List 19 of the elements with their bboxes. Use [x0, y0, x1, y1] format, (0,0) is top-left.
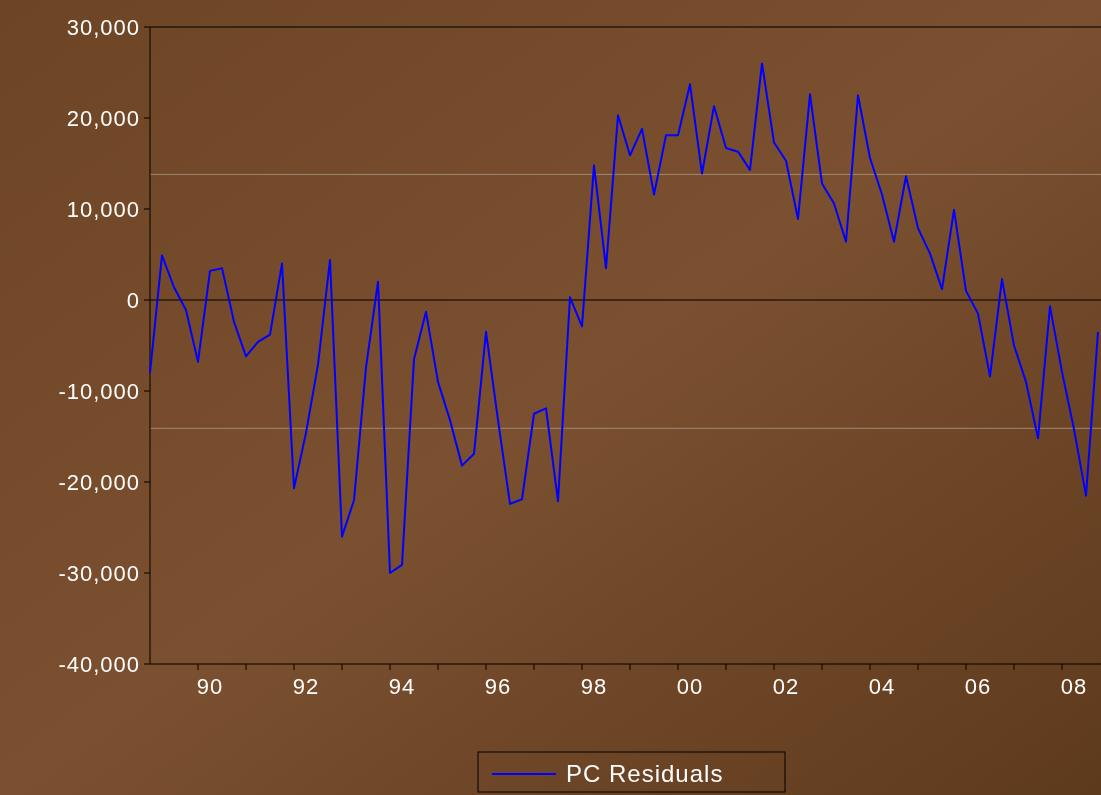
x-tick-label: 00	[676, 674, 704, 699]
y-tick-label: -40,000	[58, 651, 140, 677]
x-tick-label: 06	[964, 674, 992, 699]
y-tick-label: 0	[126, 287, 140, 313]
y-tick-label: -10,000	[58, 378, 140, 404]
y-tick-label: 30,000	[66, 14, 140, 40]
x-tick-label: 98	[580, 674, 608, 699]
y-tick-label: -20,000	[58, 469, 140, 495]
y-tick-label: 20,000	[66, 105, 140, 131]
x-tick-label: 94	[388, 674, 416, 699]
legend-label: PC Residuals	[566, 760, 724, 788]
x-tick-label: 08	[1060, 674, 1088, 699]
x-tick-label: 04	[868, 674, 896, 699]
y-tick-label: -30,000	[58, 560, 140, 586]
x-tick-label: 92	[292, 674, 320, 699]
y-tick-label: 10,000	[66, 196, 140, 222]
x-tick-label: 02	[772, 674, 800, 699]
x-tick-label: 90	[196, 674, 224, 699]
x-tick-label: 96	[484, 674, 512, 699]
